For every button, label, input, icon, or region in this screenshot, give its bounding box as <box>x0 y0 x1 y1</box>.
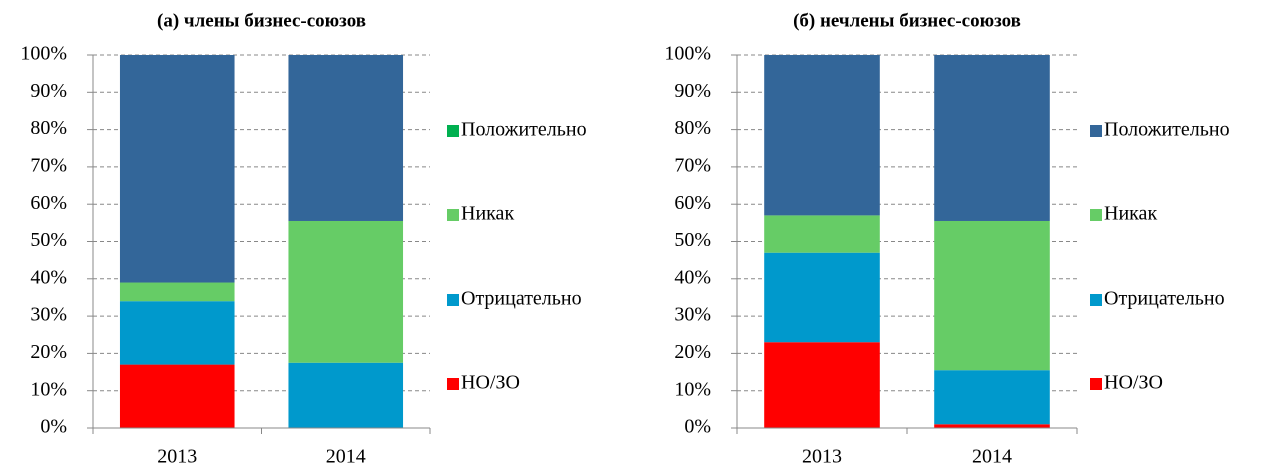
bar-segment <box>934 424 1050 428</box>
y-tick-label: 100% <box>664 43 711 65</box>
legend-label: Положительно <box>461 119 587 141</box>
y-tick-label: 70% <box>674 154 711 176</box>
y-tick-label: 30% <box>30 304 67 326</box>
bar-segment <box>934 370 1050 425</box>
x-tick-label: 2013 <box>802 446 842 468</box>
legend-label: Никак <box>461 203 514 225</box>
bar-segment <box>288 55 404 221</box>
legend-swatch <box>1090 378 1102 390</box>
bar-segment <box>288 220 404 363</box>
y-tick-label: 30% <box>674 304 711 326</box>
y-tick-label: 0% <box>684 416 711 438</box>
y-tick-label: 10% <box>674 378 711 400</box>
legend-label: Отрицательно <box>1104 288 1225 310</box>
chart-title: (а) члены бизнес-союзов <box>157 10 366 31</box>
y-tick-label: 90% <box>30 80 67 102</box>
y-tick-label: 80% <box>674 117 711 139</box>
legend-label: НО/ЗО <box>461 372 520 394</box>
bar-segment <box>934 220 1050 371</box>
legend-swatch <box>1090 294 1102 306</box>
bar-segment <box>119 55 235 283</box>
legend-swatch <box>1090 125 1102 137</box>
y-tick-label: 50% <box>30 229 67 251</box>
bar-segment <box>119 364 235 428</box>
bar-segment <box>764 252 880 343</box>
y-tick-label: 20% <box>674 341 711 363</box>
bar-segment <box>764 55 880 216</box>
y-tick-label: 40% <box>30 266 67 288</box>
legend-label: Никак <box>1104 203 1157 225</box>
y-tick-label: 60% <box>30 192 67 214</box>
bar-segment <box>764 342 880 428</box>
y-tick-label: 90% <box>674 80 711 102</box>
legend-swatch <box>1090 209 1102 221</box>
bar-segment <box>934 55 1050 221</box>
y-tick-label: 70% <box>30 154 67 176</box>
y-tick-label: 10% <box>30 378 67 400</box>
y-tick-label: 0% <box>40 416 67 438</box>
x-tick-label: 2014 <box>972 446 1012 468</box>
chart-title: (б) нечлены бизнес-союзов <box>793 10 1021 31</box>
bar-segment <box>764 215 880 253</box>
legend-swatch <box>447 125 459 137</box>
y-tick-label: 40% <box>674 266 711 288</box>
y-tick-label: 80% <box>30 117 67 139</box>
bar-segment <box>119 282 235 302</box>
x-tick-label: 2014 <box>326 446 366 468</box>
legend-label: Отрицательно <box>461 288 582 310</box>
legend-label: Положительно <box>1104 119 1230 141</box>
y-tick-label: 20% <box>30 341 67 363</box>
y-tick-label: 100% <box>20 43 67 65</box>
legend-swatch <box>447 209 459 221</box>
y-tick-label: 60% <box>674 192 711 214</box>
x-tick-label: 2013 <box>157 446 197 468</box>
bar-segment <box>119 301 235 365</box>
legend-swatch <box>447 294 459 306</box>
legend-swatch <box>447 378 459 390</box>
legend-label: НО/ЗО <box>1104 372 1163 394</box>
bar-segment <box>288 362 404 428</box>
y-tick-label: 50% <box>674 229 711 251</box>
